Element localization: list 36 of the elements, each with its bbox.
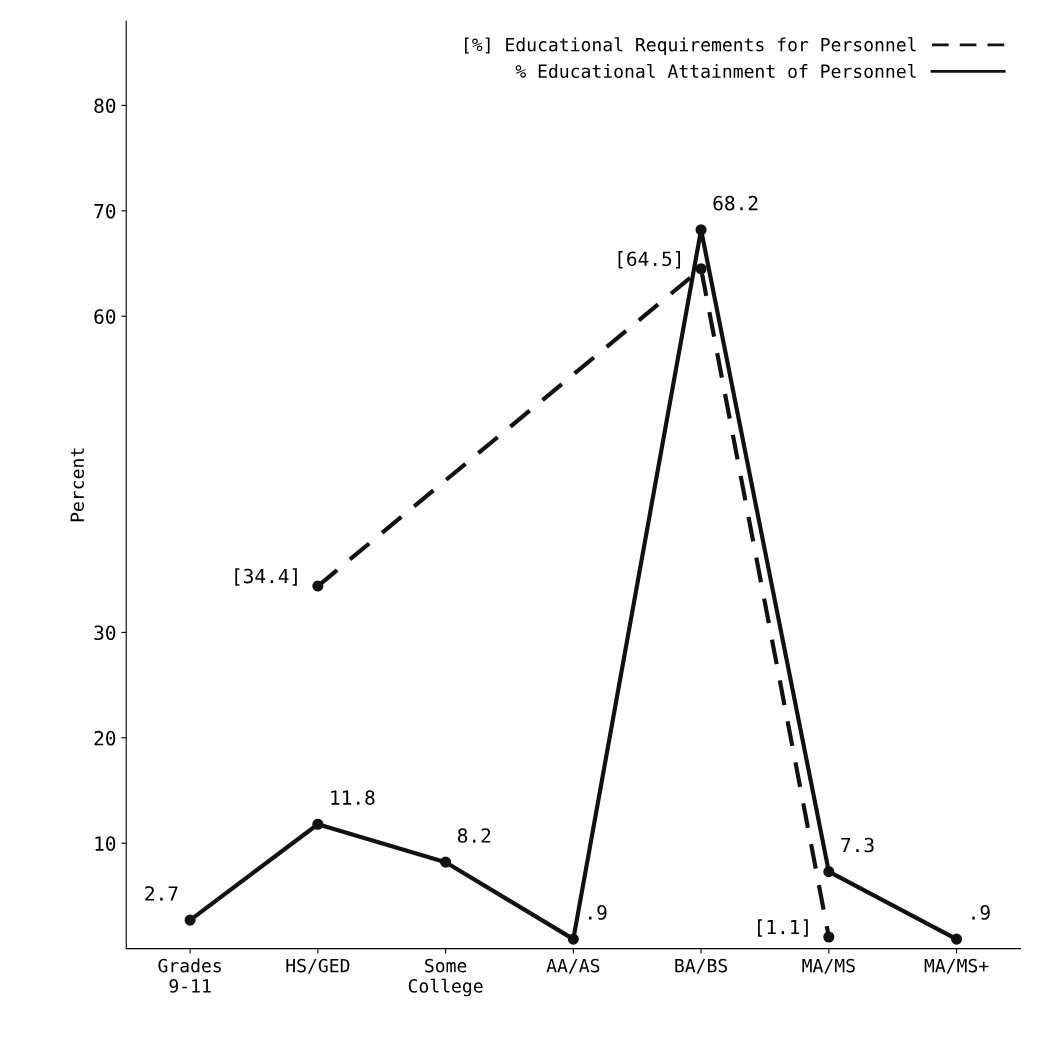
y-tick-label: 80 [94,98,116,114]
data-label: 11.8 [331,790,375,805]
data-label: 2.7 [145,886,178,901]
x-tick-label: AA/AS [546,958,600,974]
x-tick-label: MA/MS+ [924,958,989,974]
x-tick-label: Some College [408,958,483,997]
data-label: .9 [972,905,990,920]
y-axis-title: Percent [70,448,85,522]
data-label: .9 [589,905,607,920]
data-label: [64.5] [618,251,681,269]
point [695,263,707,275]
y-tick-label: 60 [94,309,116,324]
legend-label: % Educational Attainment of Personnel [515,63,916,79]
data-label: 7.3 [841,837,874,853]
x-tick-label: BA/BS [675,958,728,974]
y-tick-label: 70 [94,203,116,219]
x-tick-label: Grades 9-11 [158,958,221,993]
data-label: 68.2 [713,195,758,211]
x-tick-label: HS/GED [286,958,350,974]
data-label: 8.2 [457,828,491,843]
legend-label: [%] Educational Requirements for Personnel [465,37,916,55]
data-label: [1.1] [758,919,808,937]
y-tick-label: 10 [95,836,116,851]
point [823,931,835,943]
point [951,933,963,945]
point [184,914,196,926]
data-label: [34.4] [235,568,297,586]
point [312,580,324,592]
point [567,933,579,945]
x-tick-label: MA/MS [802,958,855,974]
point [823,866,835,878]
y-tick-label: 30 [94,625,116,641]
point [695,224,707,236]
point [440,856,452,868]
y-tick-label: 20 [94,730,116,746]
point [312,818,324,830]
